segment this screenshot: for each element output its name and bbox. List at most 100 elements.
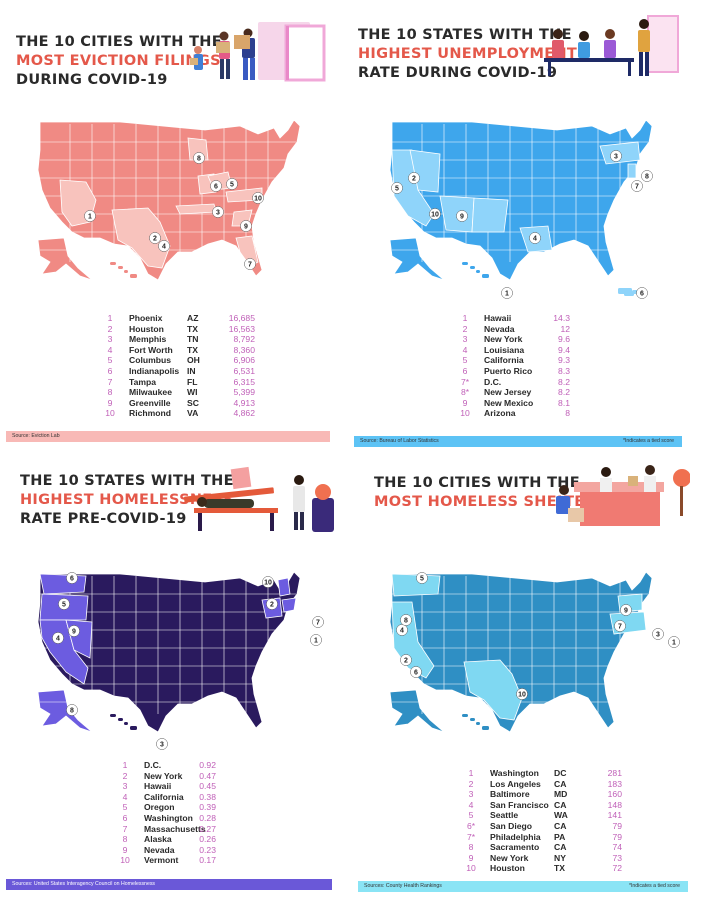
rank-marker-label: 9	[244, 224, 248, 231]
value-cell: 14.3	[553, 313, 570, 323]
hawaii-island	[118, 718, 123, 721]
table-row: 2 Nevada 12	[458, 324, 578, 335]
table-row: 10 Vermont 0.17	[118, 855, 238, 866]
rank-marker-label: 3	[216, 210, 220, 217]
state-cell: PA	[554, 831, 566, 842]
table-row: 9 Nevada 0.23	[118, 845, 238, 856]
title-line-2: HIGHEST UNEMPLOYMENT	[358, 46, 578, 62]
name-cell: Columbus	[129, 355, 172, 366]
value-cell: 9.4	[558, 344, 570, 355]
panel-homeless-shelters: THE 10 CITIES WITH THE MOST HOMELESS SHE…	[352, 452, 704, 904]
tie-note: *Indicates a tied score	[628, 883, 680, 889]
value-cell: 160	[607, 789, 622, 800]
value-cell: 6,531	[233, 365, 255, 376]
table-row: 1 Washington DC 281	[464, 768, 634, 779]
rank-cell: 9	[468, 852, 474, 863]
table-row: 2 Houston TX 16,563	[103, 324, 263, 335]
table-row: 1 D.C. 0.92	[118, 760, 238, 771]
state-cell: WA	[554, 810, 568, 821]
table-row: 4 Fort Worth TX 8,360	[103, 345, 263, 356]
rank-marker-label: 10	[254, 196, 262, 203]
rank-cell: 10	[105, 408, 115, 419]
us-map-shelters: 1 2 3 4 5 6 7 8 9 10	[389, 571, 680, 733]
value-cell: 183	[607, 778, 622, 789]
name-cell: Alaska	[144, 834, 172, 845]
state-cell: VA	[187, 408, 199, 419]
name-cell: Fort Worth	[129, 344, 173, 355]
value-cell: 79	[612, 831, 622, 842]
rank-cell: 9	[462, 397, 468, 408]
alaska	[37, 689, 93, 733]
rank-cell: 6*	[466, 820, 476, 831]
waiting-people-illustration	[544, 15, 679, 76]
rank-marker: 5	[391, 182, 403, 194]
rank-marker: 10	[516, 688, 528, 700]
state-cell: MD	[554, 789, 568, 800]
rank-marker: 6	[66, 572, 78, 584]
name-cell: Hawaii	[144, 781, 172, 792]
panel-title: THE 10 CITIES WITH THE MOST HOMELESS SHE…	[374, 474, 607, 512]
rank-marker: 1	[310, 634, 322, 646]
rank-marker: 3	[156, 738, 168, 750]
source-text: Sources: United States Interagency Counc…	[12, 881, 156, 887]
rank-marker-label: 7	[316, 620, 320, 627]
state-cell: AZ	[187, 313, 199, 323]
rank-marker-label: 1	[88, 214, 92, 221]
rank-cell: 7*	[466, 831, 476, 842]
rank-marker: 4	[396, 624, 408, 636]
rank-marker-label: 10	[518, 692, 526, 699]
name-cell: New York	[490, 852, 529, 863]
name-cell: Phoenix	[129, 313, 163, 323]
table-row: 1 Phoenix AZ 16,685	[103, 313, 263, 324]
rank-cell: 7	[122, 823, 128, 834]
value-cell: 6,315	[233, 376, 255, 387]
rank-cell: 7	[107, 376, 113, 387]
highlighted-region	[627, 163, 637, 179]
title-line-2: MOST EVICTION FILINGS	[16, 53, 221, 69]
name-cell: Puerto Rico	[484, 365, 533, 376]
rank-marker: 4	[529, 232, 541, 244]
rank-marker-label: 2	[412, 176, 416, 183]
rank-cell: 8*	[460, 387, 470, 398]
us-mainland	[389, 119, 653, 281]
rank-marker-label: 1	[505, 291, 509, 298]
value-cell: 6,906	[233, 355, 255, 366]
table-row: 7* Philadelphia PA 79	[464, 832, 634, 843]
value-cell: 281	[607, 768, 622, 778]
value-cell: 16,563	[228, 323, 255, 334]
value-cell: 8	[565, 408, 570, 419]
rank-marker: 1	[501, 287, 513, 299]
rank-marker: 6	[636, 287, 648, 299]
rank-marker-label: 2	[153, 236, 157, 243]
highlighted-region	[281, 597, 297, 613]
source-bar: Source: Bureau of Labor Statistics *Indi…	[354, 436, 682, 447]
highlighted-region	[39, 573, 87, 595]
rank-cell: 8	[468, 842, 474, 853]
rank-marker-label: 8	[645, 174, 649, 181]
rank-marker: 5	[226, 178, 238, 190]
rank-cell: 10	[466, 863, 476, 874]
table-row: 8 Milwaukee WI 5,399	[103, 387, 263, 398]
rank-cell: 4	[107, 344, 113, 355]
value-cell: 148	[607, 799, 622, 810]
name-cell: D.C.	[144, 760, 162, 770]
name-cell: Nevada	[484, 323, 515, 334]
value-cell: 9.3	[558, 355, 570, 366]
rank-marker: 9	[240, 220, 252, 232]
rank-marker-label: 4	[533, 236, 537, 243]
value-cell: 0.23	[199, 844, 216, 855]
table-row: 8 Sacramento CA 74	[464, 842, 634, 853]
value-cell: 4,862	[233, 408, 255, 419]
rank-marker-label: 9	[624, 608, 628, 615]
name-cell: Oregon	[144, 802, 175, 813]
value-cell: 8,792	[233, 334, 255, 345]
value-cell: 141	[607, 810, 622, 821]
hawaii-island	[130, 726, 137, 730]
rank-marker-label: 3	[614, 154, 618, 161]
rank-cell: 9	[122, 844, 128, 855]
value-cell: 8.2	[558, 376, 570, 387]
table-row: 6 Washington 0.28	[118, 813, 238, 824]
name-cell: New York	[484, 334, 523, 345]
name-cell: Louisiana	[484, 344, 525, 355]
highlighted-region	[463, 659, 523, 721]
